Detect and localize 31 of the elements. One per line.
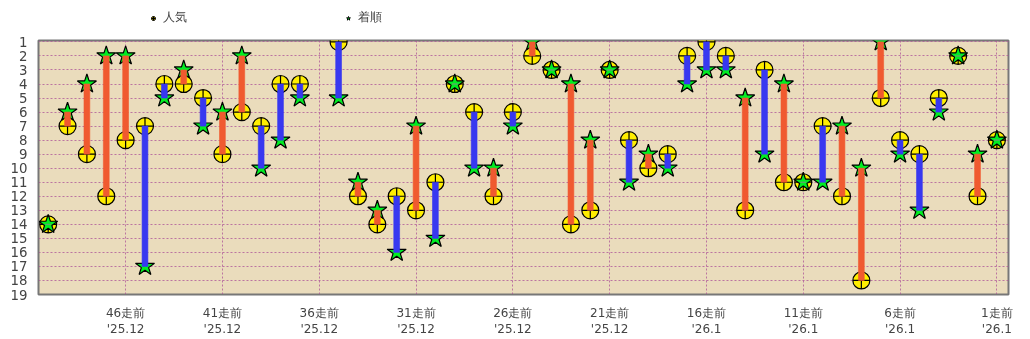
y-tick-label: 7 (19, 119, 28, 135)
x-tick-label: 26走前 '25.12 (493, 305, 533, 337)
y-tick-label: 3 (19, 62, 28, 78)
y-tick-label: 11 (10, 175, 28, 191)
y-tick-label: 19 (10, 287, 28, 303)
y-tick-label: 1 (19, 34, 28, 50)
y-tick-label: 2 (19, 48, 28, 64)
y-tick-label: 14 (10, 217, 28, 233)
y-tick-label: 6 (19, 105, 28, 121)
x-tick-label: 11走前 '26.1 (783, 305, 823, 337)
y-tick-label: 17 (10, 259, 28, 275)
legend-label: 着順 (358, 9, 383, 26)
x-tick-label: 21走前 '25.12 (590, 305, 630, 337)
y-tick-label: 4 (19, 77, 28, 92)
x-tick-label: 1走前 '26.1 (981, 305, 1013, 337)
y-tick-label: 16 (10, 245, 28, 261)
y-tick-label: 8 (19, 133, 28, 149)
y-tick-label: 10 (10, 161, 28, 177)
x-tick-label: 41走前 '25.12 (202, 305, 243, 337)
x-tick-label: 46走前 '25.12 (105, 305, 146, 337)
y-tick-label: 9 (19, 147, 28, 163)
y-tick-label: 15 (10, 231, 28, 247)
x-tick-label: 6走前 '26.1 (884, 305, 916, 337)
y-tick-label: 12 (10, 189, 28, 205)
y-tick-label: 13 (10, 203, 28, 219)
y-tick-label: 18 (10, 273, 28, 289)
y-tick-label: 5 (19, 91, 28, 107)
x-tick-label: 36走前 '25.12 (299, 305, 339, 337)
x-tick-label: 16走前 '26.1 (686, 305, 727, 337)
x-tick-label: 31走前 '25.12 (396, 305, 436, 337)
legend-label: 人気 (163, 9, 188, 26)
